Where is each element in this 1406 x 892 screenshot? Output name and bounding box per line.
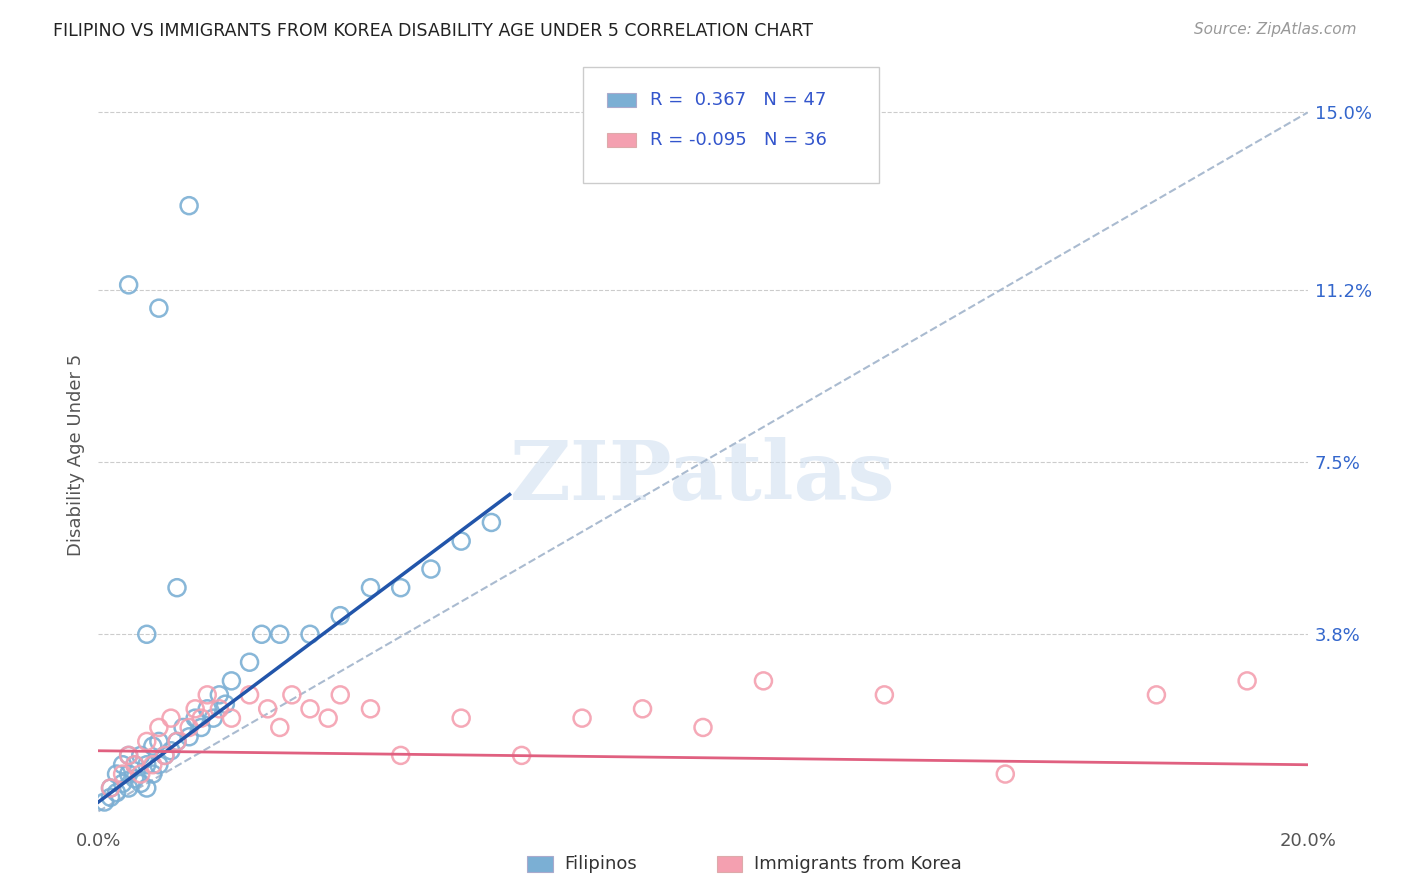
Point [100,780,122,795]
Point [118,780,141,795]
Point [692,721,714,735]
Point [179,721,201,735]
Point [190,711,212,725]
Point [105,767,128,781]
Point [160,711,183,725]
Point [166,734,188,748]
Point [389,748,412,763]
Point [184,702,207,716]
Point [190,721,212,735]
Point [142,757,165,772]
Point [179,730,201,744]
Point [172,721,194,735]
Point [389,581,412,595]
Point [184,711,207,725]
Point [571,711,593,725]
Point [360,581,382,595]
Point [118,748,141,763]
Text: Source: ZipAtlas.com: Source: ZipAtlas.com [1194,22,1357,37]
Point [420,562,443,576]
Point [299,702,322,716]
Point [221,711,243,725]
Point [1236,673,1258,688]
Point [450,711,472,725]
Point [111,776,134,790]
Text: R =  0.367   N = 47: R = 0.367 N = 47 [650,91,825,109]
Point [256,702,278,716]
Point [160,744,183,758]
Point [129,776,152,790]
Point [221,673,243,688]
Point [153,748,176,763]
Point [118,767,141,781]
Point [135,757,157,772]
Point [129,748,152,763]
Point [510,748,533,763]
Point [752,673,775,688]
Point [166,734,188,748]
Point [124,757,146,772]
Text: Filipinos: Filipinos [564,855,637,873]
Text: ZIPatlas: ZIPatlas [510,437,896,516]
Point [105,786,128,800]
Point [148,734,170,748]
Point [269,627,291,641]
Point [135,780,157,795]
Point [166,581,188,595]
Text: Immigrants from Korea: Immigrants from Korea [754,855,962,873]
Point [93,795,115,809]
Point [239,688,262,702]
Point [214,697,236,711]
Point [100,790,122,805]
Point [316,711,339,725]
Point [481,516,503,530]
Point [142,739,165,753]
Point [631,702,654,716]
Point [153,748,176,763]
Point [135,627,157,641]
Point [100,780,122,795]
Point [208,702,231,716]
Text: R = -0.095   N = 36: R = -0.095 N = 36 [650,131,827,149]
Text: FILIPINO VS IMMIGRANTS FROM KOREA DISABILITY AGE UNDER 5 CORRELATION CHART: FILIPINO VS IMMIGRANTS FROM KOREA DISABI… [53,22,814,40]
Point [299,627,322,641]
Point [124,772,146,786]
Point [329,688,352,702]
Point [179,199,201,213]
Point [360,702,382,716]
Point [269,721,291,735]
Y-axis label: Disability Age Under 5: Disability Age Under 5 [66,354,84,556]
Point [202,711,225,725]
Point [118,748,141,763]
Point [873,688,896,702]
Point [111,757,134,772]
Point [111,767,134,781]
Point [135,734,157,748]
Point [148,721,170,735]
Point [148,757,170,772]
Point [250,627,273,641]
Point [208,688,231,702]
Point [129,767,152,781]
Point [142,767,165,781]
Point [281,688,304,702]
Point [195,702,218,716]
Point [118,277,141,292]
Point [329,608,352,623]
Point [994,767,1017,781]
Point [1144,688,1167,702]
Point [148,301,170,315]
Point [195,688,218,702]
Point [124,757,146,772]
Point [239,655,262,669]
Point [450,534,472,549]
